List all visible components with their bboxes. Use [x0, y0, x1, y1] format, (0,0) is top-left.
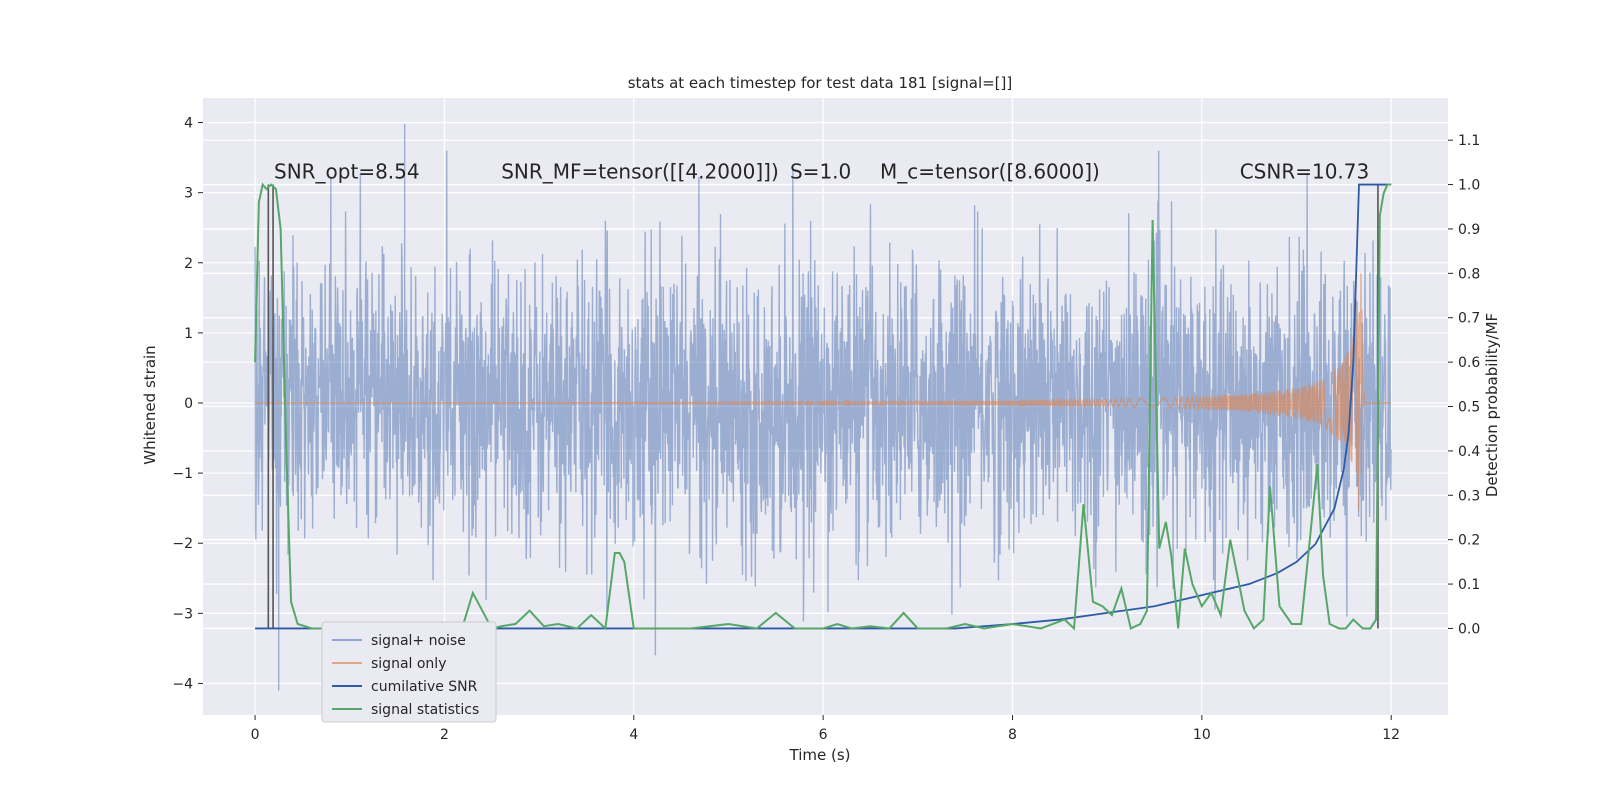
y-tick-label: 3 [184, 186, 193, 202]
y-tick-label: 2 [184, 256, 193, 272]
x-tick-label: 2 [440, 727, 449, 743]
x-tick-label: 12 [1382, 727, 1400, 743]
axes-layer: 0 2 4 6 8 10 12−4−3−2−1012340.00.10.20.30.40.5… [172, 116, 1480, 743]
annotation-0: SNR_opt=8.54 [274, 160, 420, 184]
annotation-4: CSNR=10.73 [1240, 160, 1370, 184]
annotation-2: S=1.0 [790, 160, 851, 184]
y-tick-label: −3 [172, 606, 193, 622]
x-tick-label: 4 [629, 727, 638, 743]
x-tick-label: 6 [819, 727, 828, 743]
y2-tick-label: 0.5 [1458, 400, 1480, 416]
x-axis-label: Time (s) [789, 746, 851, 764]
annotations: SNR_opt=8.54 SNR_MF=tensor([[4.2000]]) S=1… [274, 160, 1369, 184]
legend-label-signal-only: signal only [371, 656, 446, 672]
series-signal-only [255, 273, 1392, 511]
series-signal-noise [254, 123, 1392, 691]
y2-tick-label: 1.0 [1458, 178, 1480, 194]
legend-label-signal-noise: signal+ noise [371, 633, 466, 649]
legend-label-signal-statistics: signal statistics [371, 702, 479, 718]
x-tick-label: 8 [1008, 727, 1017, 743]
y2-tick-label: 0.9 [1458, 222, 1480, 238]
x-tick-label: 0 [251, 727, 260, 743]
y-tick-label: −1 [172, 466, 193, 482]
legend: signal+ noise signal only cumilative SNR… [321, 621, 497, 723]
y2-tick-label: 0.1 [1458, 577, 1480, 593]
y-axis-label: Whitened strain [141, 345, 159, 464]
chart-title: stats at each timestep for test data 181… [628, 74, 1013, 92]
x-tick-label: 10 [1193, 727, 1211, 743]
y-tick-label: 1 [184, 326, 193, 342]
y-tick-label: 4 [184, 116, 193, 132]
y2-tick-label: 1.1 [1458, 133, 1480, 149]
y-tick-label: −4 [172, 676, 193, 692]
y2-tick-label: 0.0 [1458, 621, 1480, 637]
y-tick-label: −2 [172, 536, 193, 552]
legend-label-cumulative-snr: cumilative SNR [371, 679, 478, 695]
annotation-3: M_c=tensor([8.6000]) [880, 160, 1100, 184]
annotation-1: SNR_MF=tensor([[4.2000]]) [501, 160, 779, 184]
y-tick-label: 0 [184, 396, 193, 412]
y2-axis-label: Detection probability/MF [1483, 313, 1501, 497]
y2-tick-label: 0.2 [1458, 533, 1480, 549]
y2-tick-label: 0.7 [1458, 311, 1480, 327]
y2-tick-label: 0.6 [1458, 355, 1480, 371]
y2-tick-label: 0.4 [1458, 444, 1480, 460]
legend-frame [321, 621, 497, 723]
series-cumulative-snr [255, 183, 1392, 630]
y2-tick-label: 0.8 [1458, 266, 1480, 282]
y2-tick-label: 0.3 [1458, 488, 1480, 504]
